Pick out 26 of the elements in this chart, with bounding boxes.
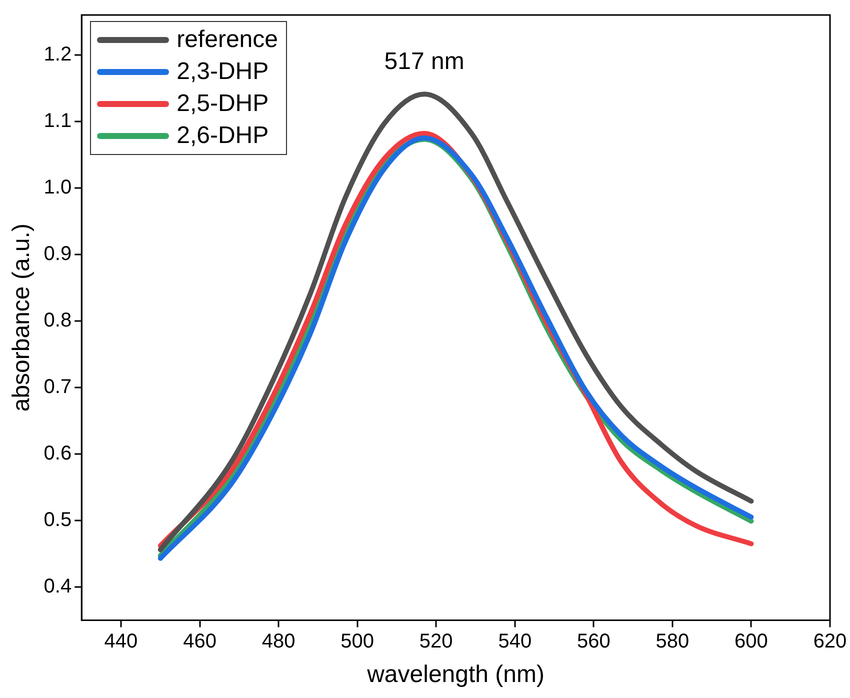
- legend-label: 2,3-DHP: [176, 57, 269, 87]
- y-tick-label: 1.0: [44, 176, 72, 198]
- y-tick-label: 0.6: [44, 442, 72, 464]
- x-tick-label: 520: [419, 630, 453, 653]
- x-tick-label: 580: [656, 630, 690, 653]
- y-tick-label: 0.9: [44, 242, 72, 265]
- annotation: 517 nm: [384, 48, 464, 75]
- legend-label: reference: [176, 25, 278, 55]
- legend-label: 2,5-DHP: [176, 89, 269, 119]
- x-tick-label: 440: [104, 630, 138, 653]
- y-tick-label: 0.8: [44, 309, 72, 332]
- y-tick-label: 0.5: [44, 508, 72, 531]
- x-tick-label: 560: [576, 630, 610, 653]
- x-tick-label: 460: [183, 630, 216, 653]
- x-axis-title: wavelength (nm): [366, 661, 545, 688]
- x-tick-label: 600: [734, 630, 768, 653]
- y-tick-label: 1.2: [44, 43, 72, 66]
- legend-label: 2,6-DHP: [176, 121, 269, 151]
- y-tick-label: 0.7: [44, 376, 72, 398]
- x-tick-label: 540: [498, 630, 532, 653]
- x-tick-label: 620: [813, 630, 847, 653]
- x-tick-label: 500: [340, 630, 374, 653]
- x-tick-label: 480: [262, 630, 296, 653]
- y-tick-label: 1.1: [44, 110, 72, 132]
- y-tick-label: 0.4: [44, 575, 72, 598]
- y-axis-title: absorbance (a.u.): [8, 224, 36, 412]
